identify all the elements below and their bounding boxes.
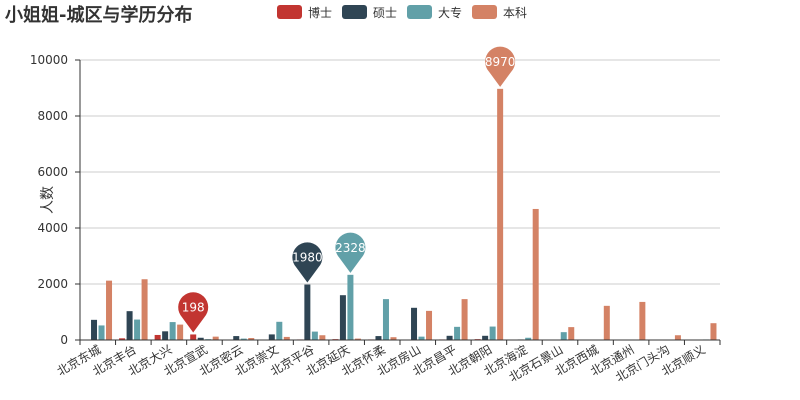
bar[interactable] <box>674 335 681 340</box>
legend-label: 本科 <box>503 5 528 20</box>
legend-swatch <box>472 5 498 19</box>
bar[interactable] <box>497 88 504 340</box>
legend-swatch <box>342 5 368 19</box>
legend-label: 博士 <box>308 5 333 20</box>
y-axis-label: 人数 <box>40 186 56 214</box>
bar[interactable] <box>233 336 240 340</box>
bar[interactable] <box>603 305 610 340</box>
bar[interactable] <box>454 326 461 340</box>
bar[interactable] <box>134 319 141 340</box>
legend-item-0[interactable]: 博士 <box>277 4 332 20</box>
bar[interactable] <box>169 322 176 340</box>
bar[interactable] <box>375 336 382 340</box>
legend-item-2[interactable]: 大专 <box>407 4 462 20</box>
bar[interactable] <box>461 299 468 340</box>
bar[interactable] <box>268 334 275 340</box>
y-tick-label: 2000 <box>37 277 68 291</box>
legend-swatch <box>407 5 433 19</box>
bar[interactable] <box>710 323 717 340</box>
bar[interactable] <box>482 335 489 340</box>
bar[interactable] <box>154 334 161 340</box>
legend-item-1[interactable]: 硕士 <box>342 4 397 20</box>
bar[interactable] <box>319 335 326 340</box>
bar[interactable] <box>568 327 575 340</box>
bar[interactable] <box>426 310 433 340</box>
max-marker-pin <box>178 292 209 333</box>
bar[interactable] <box>311 331 318 340</box>
legend-swatch <box>277 5 302 19</box>
bar[interactable] <box>390 337 397 340</box>
bar[interactable] <box>98 325 105 340</box>
legend: 博士 硕士 大专 本科 <box>277 4 527 20</box>
bar[interactable] <box>177 324 184 340</box>
bar[interactable] <box>525 337 532 340</box>
y-tick-label: 10000 <box>30 53 68 67</box>
legend-label: 大专 <box>438 5 463 20</box>
max-marker-pin <box>335 232 366 273</box>
bar[interactable] <box>240 338 247 340</box>
y-tick-label: 8000 <box>37 109 68 123</box>
bar[interactable] <box>141 279 148 340</box>
bar[interactable] <box>304 284 311 340</box>
bar[interactable] <box>560 332 567 340</box>
bar[interactable] <box>126 311 133 340</box>
bar[interactable] <box>532 208 539 340</box>
bar[interactable] <box>91 319 98 340</box>
max-marker-pin <box>292 242 323 283</box>
legend-item-3[interactable]: 本科 <box>472 4 527 20</box>
bar[interactable] <box>354 338 361 340</box>
max-marker-pin <box>485 46 516 87</box>
y-tick-label: 6000 <box>37 165 68 179</box>
bar[interactable] <box>339 295 346 340</box>
bar[interactable] <box>248 338 255 340</box>
bar[interactable] <box>190 334 197 340</box>
bar[interactable] <box>197 337 204 340</box>
bar[interactable] <box>162 331 169 340</box>
y-tick-label: 0 <box>60 333 68 347</box>
bar[interactable] <box>446 335 453 340</box>
bar[interactable] <box>276 321 283 340</box>
max-marker-label: 1980 <box>292 251 323 265</box>
bar[interactable] <box>212 336 219 340</box>
legend-label: 硕士 <box>373 5 398 20</box>
bar[interactable] <box>382 299 389 340</box>
max-marker-label: 198 <box>182 300 205 314</box>
bar[interactable] <box>489 326 496 340</box>
y-tick-label: 4000 <box>37 221 68 235</box>
bar[interactable] <box>347 274 354 340</box>
bar[interactable] <box>411 307 418 340</box>
bar[interactable] <box>106 280 113 340</box>
bar[interactable] <box>418 336 425 340</box>
bar[interactable] <box>639 301 646 340</box>
max-marker-label: 2328 <box>335 241 366 255</box>
max-marker-label: 8970 <box>485 55 516 69</box>
chart-title: 小姐姐-城区与学历分布 <box>5 5 193 26</box>
bar[interactable] <box>283 336 290 340</box>
bar[interactable] <box>119 338 126 340</box>
